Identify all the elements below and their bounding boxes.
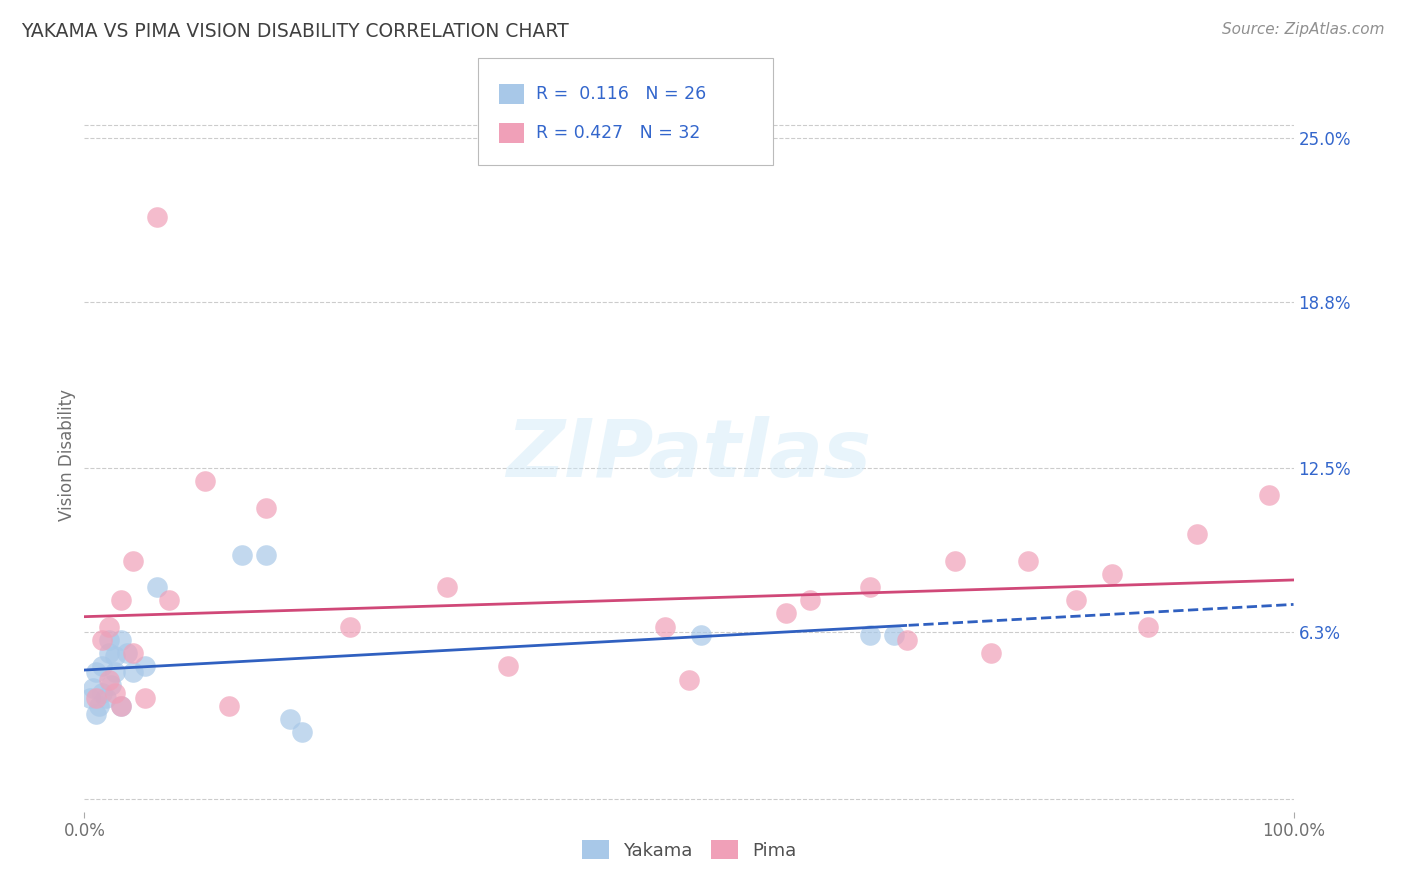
Point: [87, 698, 110, 713]
Point: [943, 554, 966, 568]
Point: [86, 691, 108, 706]
Point: [883, 627, 905, 641]
Point: [254, 500, 277, 515]
Point: [97, 620, 120, 634]
Point: [339, 620, 361, 634]
Legend: Yakama, Pima: Yakama, Pima: [574, 833, 804, 867]
Point: [104, 686, 127, 700]
Point: [134, 691, 156, 706]
Point: [110, 593, 132, 607]
Point: [218, 698, 240, 713]
Point: [121, 665, 143, 679]
Point: [91, 632, 114, 647]
Point: [157, 593, 180, 607]
Point: [91, 659, 114, 673]
Point: [1017, 554, 1039, 568]
Point: [194, 475, 217, 489]
Point: [79, 691, 101, 706]
Point: [859, 627, 882, 641]
Point: [690, 627, 713, 641]
Point: [254, 549, 277, 563]
Point: [231, 549, 253, 563]
Point: [91, 686, 114, 700]
Point: [110, 698, 132, 713]
Point: [496, 659, 519, 673]
Point: [146, 580, 169, 594]
Point: [97, 632, 120, 647]
Point: [82, 681, 104, 695]
Y-axis label: Vision Disability: Vision Disability: [58, 389, 76, 521]
Point: [1101, 566, 1123, 581]
Point: [859, 580, 882, 594]
Point: [1137, 620, 1160, 634]
Point: [110, 698, 132, 713]
Point: [775, 607, 797, 621]
Point: [1185, 527, 1208, 541]
Point: [678, 673, 700, 687]
Point: [980, 646, 1002, 660]
Point: [134, 659, 156, 673]
Point: [97, 673, 120, 687]
Point: [1258, 487, 1281, 501]
Point: [86, 706, 108, 721]
Point: [436, 580, 458, 594]
Text: R =  0.116   N = 26: R = 0.116 N = 26: [536, 85, 706, 103]
Point: [278, 712, 301, 726]
Point: [110, 632, 132, 647]
Point: [146, 210, 169, 224]
Text: YAKAMA VS PIMA VISION DISABILITY CORRELATION CHART: YAKAMA VS PIMA VISION DISABILITY CORRELA…: [21, 22, 569, 41]
Point: [100, 678, 122, 692]
Point: [86, 665, 108, 679]
Point: [896, 632, 918, 647]
Point: [121, 646, 143, 660]
Point: [121, 554, 143, 568]
Point: [291, 725, 314, 739]
Point: [1064, 593, 1087, 607]
Point: [94, 691, 117, 706]
Text: ZIPatlas: ZIPatlas: [506, 416, 872, 494]
Point: [97, 646, 120, 660]
Point: [799, 593, 821, 607]
Point: [104, 648, 127, 663]
Text: Source: ZipAtlas.com: Source: ZipAtlas.com: [1222, 22, 1385, 37]
Point: [654, 620, 676, 634]
Text: R = 0.427   N = 32: R = 0.427 N = 32: [536, 124, 700, 142]
Point: [115, 646, 138, 660]
Point: [104, 665, 127, 679]
